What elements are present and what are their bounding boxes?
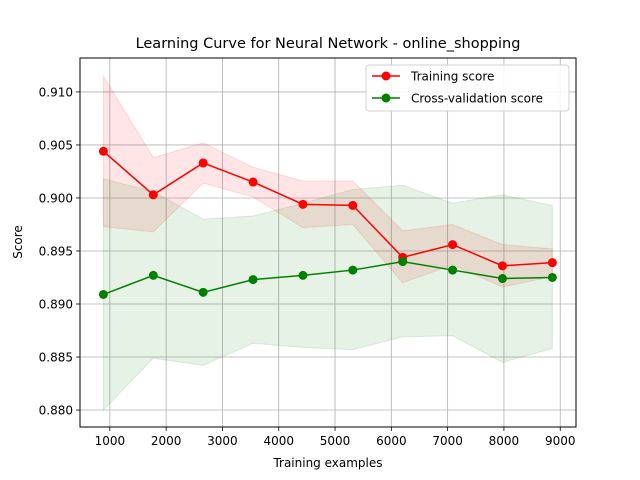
- legend-marker-training: [381, 71, 391, 81]
- cross-validation-score-point: [198, 287, 208, 297]
- cross-validation-score-point: [298, 270, 308, 280]
- x-tick-label: 8000: [489, 434, 520, 448]
- training-score-point: [148, 190, 158, 200]
- grid-lines: [80, 58, 576, 427]
- cross-validation-score-point: [547, 272, 557, 282]
- cross-validation-score-point: [497, 274, 507, 284]
- axis-ticks: 1000 2000 3000 4000 5000 6000 7000 8000 9000 0.88…: [39, 85, 576, 448]
- plot-frame: [79, 57, 577, 428]
- training-score-point: [348, 200, 358, 210]
- chart-title: Learning Curve for Neural Network - onli…: [136, 36, 521, 52]
- legend: Training score Cross-validation score: [365, 64, 570, 112]
- y-tick-label: 0.895: [39, 244, 73, 258]
- x-tick-label: 5000: [320, 434, 351, 448]
- x-tick-label: 1000: [95, 434, 126, 448]
- y-axis-label: Score: [11, 225, 25, 259]
- cross-validation-score-point: [398, 257, 408, 267]
- y-tick-label: 0.900: [39, 191, 73, 205]
- training-score-point: [198, 158, 208, 168]
- training-score-point: [248, 177, 258, 187]
- y-tick-label: 0.905: [39, 138, 73, 152]
- training-score-point: [448, 240, 458, 250]
- cross-validation-score-point: [98, 289, 108, 299]
- cross-validation-score-point: [448, 265, 458, 275]
- series-lines: [102, 150, 553, 296]
- training-score-line: [102, 150, 553, 267]
- x-axis-label: Training examples: [272, 456, 382, 470]
- y-tick-label: 0.880: [39, 404, 73, 418]
- y-tick-label: 0.885: [39, 351, 73, 365]
- legend-box: [365, 64, 570, 112]
- training-score-point: [497, 261, 507, 271]
- cross-validation-score-point: [248, 275, 258, 285]
- cross-validation-score-point: [148, 270, 158, 280]
- training-score-point: [298, 199, 308, 209]
- x-tick-label: 6000: [376, 434, 407, 448]
- series-points: [98, 146, 557, 299]
- legend-label-cv: Cross-validation score: [411, 92, 543, 106]
- x-tick-label: 3000: [207, 434, 238, 448]
- y-tick-label: 0.910: [39, 85, 73, 99]
- x-tick-label: 4000: [263, 434, 294, 448]
- training-score-point: [98, 146, 108, 156]
- x-tick-label: 9000: [545, 434, 576, 448]
- cross-validation-score-line: [103, 260, 553, 296]
- x-tick-label: 7000: [432, 434, 463, 448]
- legend-label-training: Training score: [410, 70, 494, 84]
- legend-marker-cv: [381, 93, 391, 103]
- cross-validation-score-point: [348, 265, 358, 275]
- cross-validation-score-band: [102, 178, 553, 412]
- x-tick-label: 2000: [151, 434, 182, 448]
- y-tick-label: 0.890: [39, 298, 73, 312]
- training-score-point: [547, 258, 557, 268]
